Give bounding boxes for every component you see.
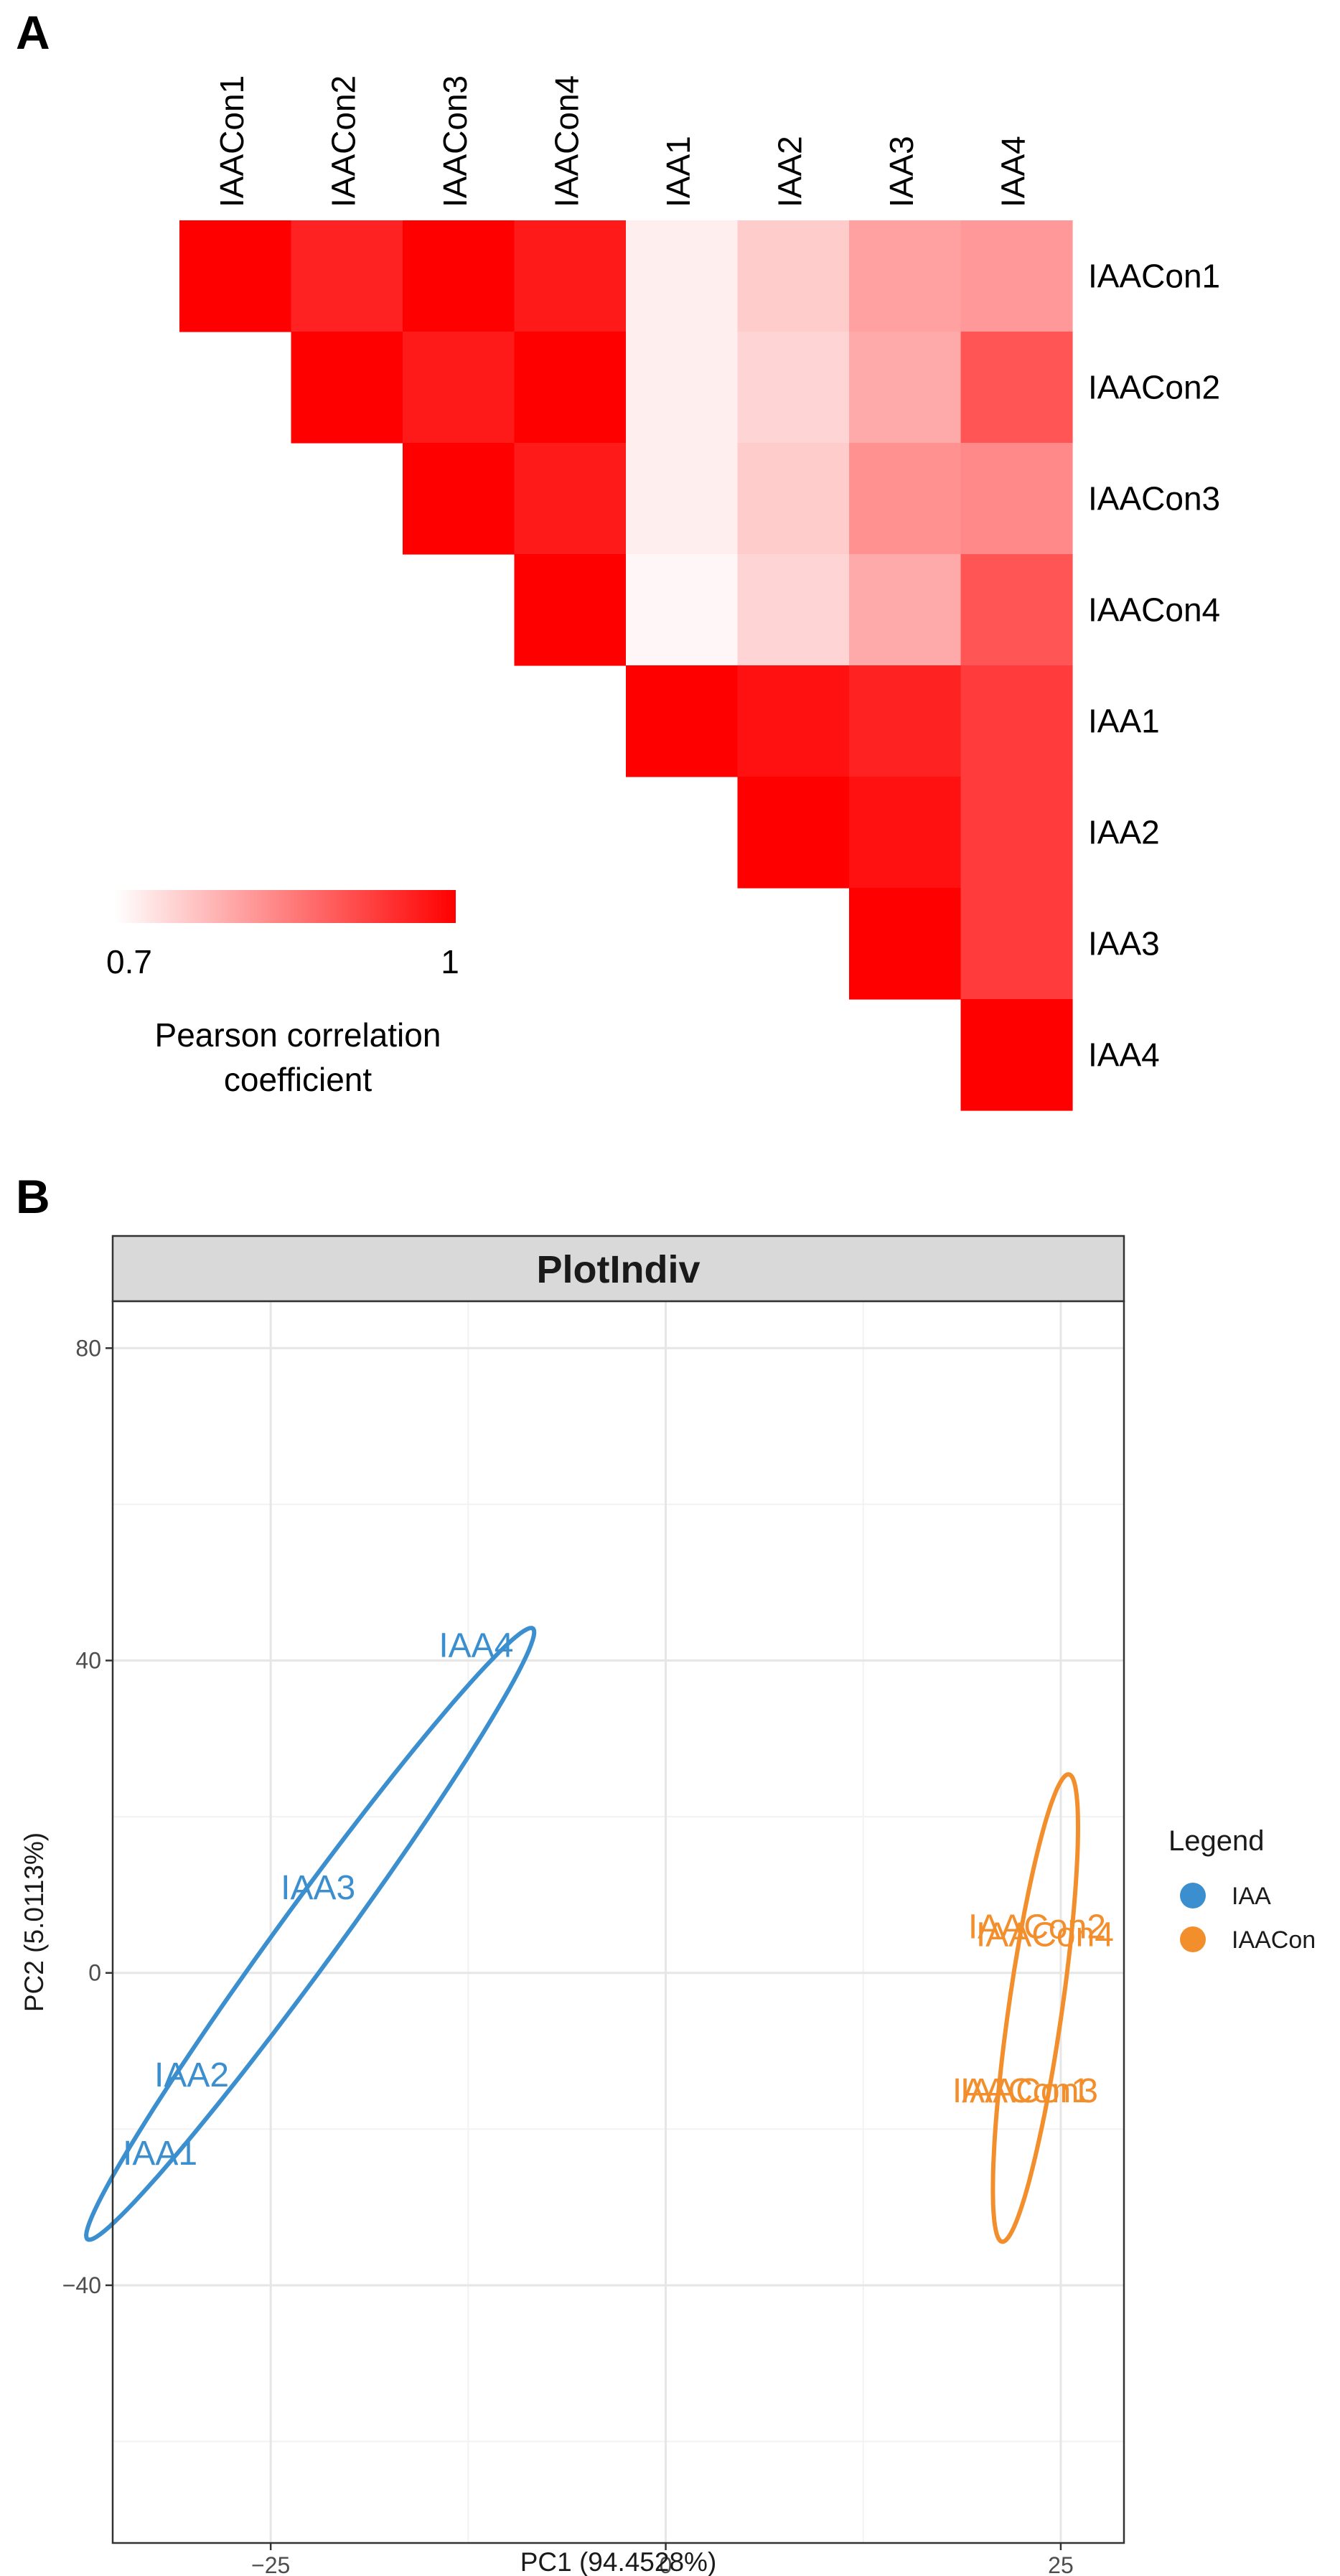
heatmap-col-label: IAACon1	[213, 75, 250, 207]
heatmap-col-label: IAA4	[994, 136, 1031, 207]
heatmap-cell	[514, 443, 627, 555]
x-axis-title: PC1 (94.4528%)	[520, 2547, 717, 2576]
confidence-ellipse	[990, 1772, 1081, 2244]
y-axis-title: PC2 (5.0113%)	[19, 1832, 49, 2012]
heatmap-col-label: IAACon4	[548, 75, 585, 207]
heatmap-cell	[849, 888, 962, 1000]
x-tick-label: 25	[1048, 2552, 1074, 2576]
panel-label-b: B	[16, 1170, 50, 1223]
heatmap-cell	[849, 332, 962, 444]
heatmap-cell	[737, 665, 850, 777]
heatmap-cell	[737, 220, 850, 332]
heatmap-cell	[737, 443, 850, 555]
heatmap-row-label: IAACon3	[1088, 480, 1220, 517]
heatmap-cell	[960, 665, 1073, 777]
heatmap-cell	[849, 665, 962, 777]
heatmap-cell	[626, 665, 739, 777]
heatmap-cell	[960, 888, 1073, 1000]
sample-label: IAACon3	[960, 2072, 1098, 2110]
heatmap-row-label: IAA3	[1088, 925, 1160, 963]
heatmap-col-label: IAA1	[660, 136, 697, 207]
confidence-ellipse	[84, 1626, 537, 2242]
heatmap-cell	[960, 220, 1073, 332]
heatmap-col-label: IAACon3	[436, 75, 474, 207]
heatmap-cell	[291, 332, 403, 444]
y-tick-label: −40	[62, 2272, 101, 2298]
heatmap-cell	[179, 220, 292, 332]
plot-title: PlotIndiv	[537, 1248, 701, 1291]
heatmap-cell	[960, 332, 1073, 444]
heatmap-cell	[291, 220, 403, 332]
color-scale-title: coefficient	[224, 1061, 373, 1098]
sample-label: IAA4	[439, 1627, 513, 1665]
y-tick-label: 80	[75, 1335, 101, 1361]
heatmap-cell	[737, 777, 850, 889]
heatmap-col-label: IAA2	[771, 136, 808, 207]
color-scale-title: Pearson correlation	[155, 1016, 441, 1054]
facet-strip	[111, 1235, 1125, 1303]
heatmap-cell	[849, 554, 962, 666]
heatmap-cell	[403, 332, 515, 444]
plot-border	[111, 1300, 1125, 2544]
color-scale-min-label: 0.7	[106, 943, 152, 980]
legend-key	[1180, 1883, 1206, 1908]
heatmap-cell	[626, 443, 739, 555]
sample-label: IAACon2	[968, 1908, 1106, 1946]
sample-label: IAACon4	[976, 1916, 1114, 1954]
heatmap-cell	[626, 554, 739, 666]
y-tick-label: 0	[88, 1960, 101, 1986]
heatmap-cell	[403, 220, 515, 332]
heatmap-col-label: IAA3	[883, 136, 920, 207]
heatmap-cell	[626, 220, 739, 332]
heatmap-cell	[849, 777, 962, 889]
heatmap-cell	[737, 554, 850, 666]
heatmap-cell	[514, 554, 627, 666]
sample-label: IAA2	[154, 2056, 229, 2094]
heatmap-row-label: IAA2	[1088, 814, 1160, 851]
heatmap-row-label: IAACon1	[1088, 258, 1220, 295]
heatmap-cell	[514, 332, 627, 444]
heatmap-cell	[403, 443, 515, 555]
heatmap-row-label: IAA1	[1088, 703, 1160, 740]
heatmap-cell	[626, 332, 739, 444]
heatmap-cell	[737, 332, 850, 444]
panel-label-a: A	[16, 6, 50, 59]
sample-label: IAACon1	[952, 2072, 1090, 2110]
color-scale-bar	[115, 890, 456, 923]
heatmap-col-label: IAACon2	[324, 75, 362, 207]
heatmap-cell	[960, 999, 1073, 1111]
heatmap-cell	[514, 220, 627, 332]
sample-label: IAA1	[123, 2135, 197, 2173]
sample-label: IAA3	[281, 1869, 355, 1907]
color-scale-max-label: 1	[441, 943, 459, 980]
heatmap-row-label: IAA4	[1088, 1036, 1160, 1074]
heatmap-row-label: IAACon4	[1088, 591, 1220, 629]
y-tick-label: 40	[75, 1648, 101, 1674]
legend-title: Legend	[1168, 1825, 1264, 1857]
heatmap-cell	[960, 777, 1073, 889]
heatmap-cell	[960, 443, 1073, 555]
heatmap-cell	[960, 554, 1073, 666]
legend-label: IAA	[1232, 1883, 1271, 1910]
x-tick-label: 0	[660, 2552, 673, 2576]
legend-label: IAACon	[1232, 1926, 1316, 1954]
heatmap-cell	[849, 220, 962, 332]
legend-key	[1180, 1926, 1206, 1952]
heatmap-row-label: IAACon2	[1088, 369, 1220, 406]
x-tick-label: −25	[251, 2552, 290, 2576]
heatmap-cell	[849, 443, 962, 555]
correlation-heatmap: IAACon1 IAACon1 IAACon2 IAACon2 IAACon3 IAACo…	[106, 75, 1220, 1111]
